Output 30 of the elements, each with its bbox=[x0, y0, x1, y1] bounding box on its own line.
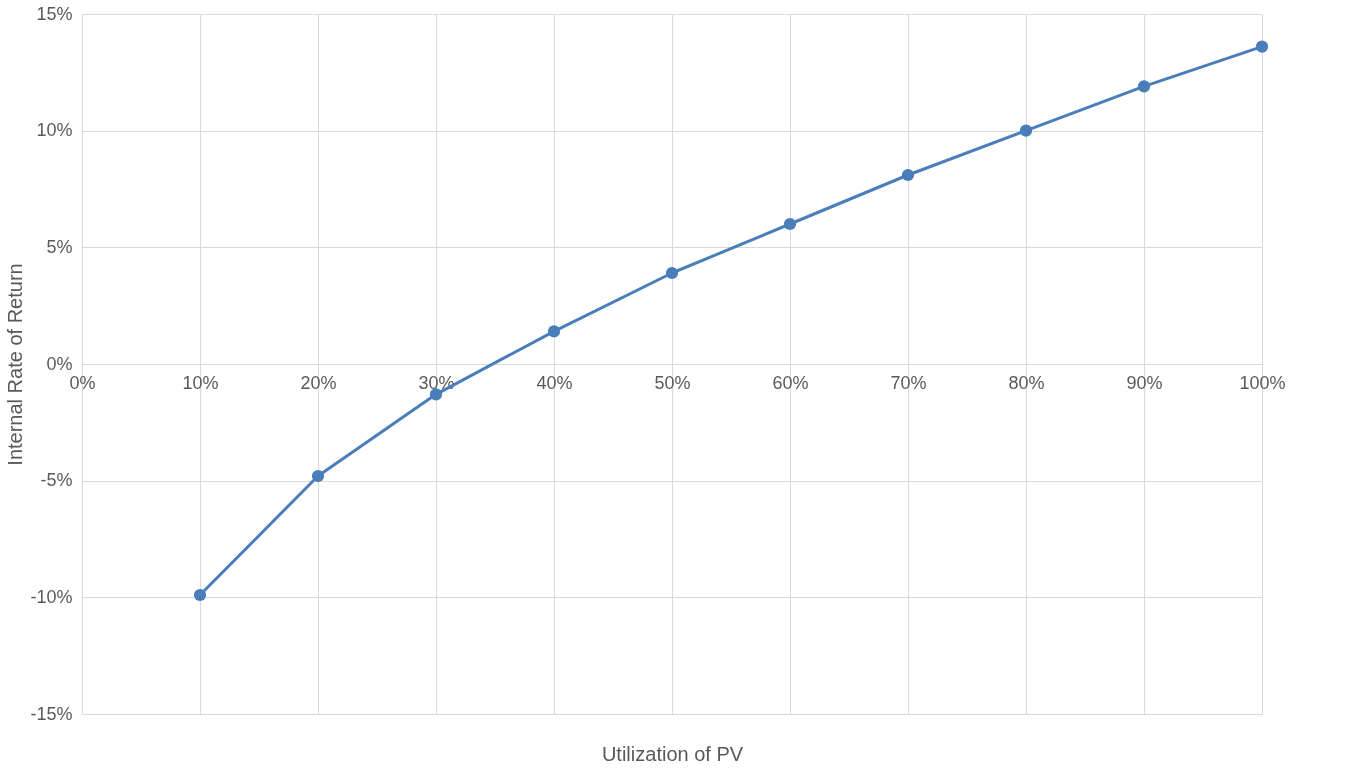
point bbox=[193, 588, 207, 602]
point bbox=[1019, 124, 1033, 137]
y-axis-title: Internal Rate of Return bbox=[4, 263, 27, 466]
x-tick-label: 30% bbox=[418, 372, 455, 393]
x-tick-label: 70% bbox=[890, 372, 927, 393]
x-tick-label: 0% bbox=[69, 372, 96, 393]
y-tick-label: -15% bbox=[30, 703, 73, 724]
x-tick-label: 40% bbox=[536, 372, 573, 393]
x-tick-label: 20% bbox=[300, 372, 337, 393]
y-tick-label: -5% bbox=[40, 470, 73, 491]
x-tick-label: 10% bbox=[182, 372, 219, 393]
y-tick-label: 15% bbox=[36, 3, 73, 24]
x-tick-label: 90% bbox=[1126, 372, 1163, 393]
point bbox=[429, 388, 443, 401]
point bbox=[901, 168, 915, 182]
point bbox=[665, 266, 679, 280]
x-tick-label: 100% bbox=[1239, 372, 1286, 393]
y-tick-label: 10% bbox=[36, 120, 73, 141]
x-axis-title: Utilization of PV bbox=[601, 742, 744, 765]
y-tick-label: -10% bbox=[30, 586, 73, 607]
point bbox=[311, 469, 325, 483]
point bbox=[1255, 40, 1269, 53]
y-tick-label: 5% bbox=[46, 236, 73, 257]
point bbox=[783, 217, 797, 231]
point bbox=[1137, 80, 1151, 93]
x-tick-label: 80% bbox=[1008, 372, 1045, 393]
x-tick-label: 50% bbox=[654, 372, 691, 393]
point bbox=[547, 325, 561, 338]
y-tick-label: 0% bbox=[46, 353, 73, 374]
x-tick-label: 60% bbox=[772, 372, 809, 393]
